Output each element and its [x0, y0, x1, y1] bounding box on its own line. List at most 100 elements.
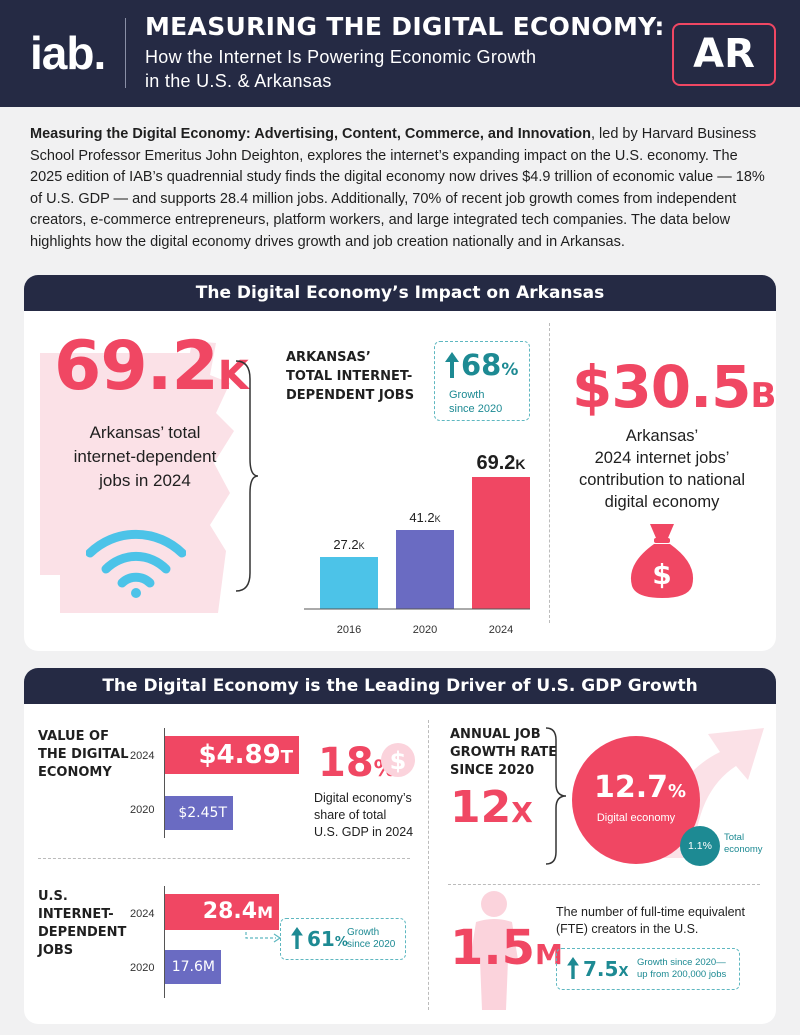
jobs-growth-label: Growth since 2020 [449, 388, 502, 416]
jobs-growth-value: 68% [461, 348, 518, 382]
contribution-desc-line-3: contribution to national [578, 471, 746, 489]
jobs-growth-suffix: % [501, 360, 519, 380]
jobs-axis-line [164, 886, 165, 998]
growth-label-line-2: since 2020 [449, 403, 503, 415]
up-arrow-icon [291, 927, 303, 949]
creators-suffix: M [535, 938, 563, 971]
jobs-2020-number: 17.6 [171, 959, 203, 975]
money-bag-icon: $ [630, 524, 694, 598]
total-label-line-2: economy [724, 844, 763, 855]
gdp-desc-line-2: share of total [314, 808, 387, 822]
creators-number: 1.5 [450, 920, 536, 976]
value-year-2024: 2024 [130, 750, 155, 762]
wifi-icon [86, 529, 186, 598]
intro-study-title: Measuring the Digital Economy: Advertisi… [30, 126, 591, 142]
jobs-2024-suffix: M [257, 903, 273, 922]
jobs-value-label-2020: 41.2K [409, 510, 440, 525]
creators-growth-value: 7.5X [583, 957, 628, 981]
value-label-line-2: THE DIGITAL [38, 747, 129, 762]
value-2024-number: $4.89 [198, 740, 281, 770]
arkansas-jobs-suffix: K [217, 353, 249, 399]
page-title: MEASURING THE DIGITAL ECONOMY: [145, 12, 665, 41]
jobs-label-line-1: U.S. [38, 889, 68, 904]
creators-desc-line-2: (FTE) creators in the U.S. [556, 922, 699, 936]
value-bar-2024: $4.89T [165, 736, 299, 774]
creators-growth-number: 7.5 [583, 957, 619, 981]
contribution-desc-line-4: digital economy [604, 493, 720, 511]
us-jobs-growth-number: 61 [307, 927, 335, 951]
section-title-arkansas: The Digital Economy’s Impact on Arkansas [24, 275, 776, 311]
curly-brace-icon [235, 360, 259, 592]
left-column-divider [38, 858, 410, 859]
jobs-year-2024: 2024 [130, 908, 155, 920]
growth-label-line-1: Growth [449, 389, 485, 401]
curly-brace-icon [545, 727, 567, 865]
creators-growth-suffix: X [618, 965, 629, 980]
annual-job-growth-label: ANNUAL JOB GROWTH RATE SINCE 2020 [450, 726, 557, 780]
header-banner: iab. MEASURING THE DIGITAL ECONOMY: How … [0, 0, 800, 107]
value-2024-suffix: T [280, 747, 293, 768]
contribution-number: $30.5 [572, 353, 751, 421]
total-economy-rate: 1.1% [680, 826, 720, 866]
creators-desc-line-1: The number of full-time equivalent [556, 905, 745, 919]
growth-multiple-value: 12X [450, 782, 533, 833]
jobs-value-label-2016: 27.2K [333, 537, 364, 552]
jobs-chart-title: ARKANSAS’ TOTAL INTERNET- DEPENDENT JOBS [286, 348, 414, 405]
value-bar-2020: $2.45T [165, 796, 233, 830]
contribution-suffix: B [750, 376, 776, 416]
us-jobs-growth-line-1: Growth [347, 927, 380, 938]
us-jobs-growth-callout: 61% Growth since 2020 [280, 918, 406, 960]
total-label-line-1: Total [724, 832, 745, 843]
arkansas-map-icon [40, 341, 234, 613]
jobs-bar-2024 [472, 477, 530, 609]
intro-paragraph: Measuring the Digital Economy: Advertisi… [30, 124, 772, 253]
section-title-gdp: The Digital Economy is the Leading Drive… [24, 668, 776, 704]
dashed-connector-arrow [245, 932, 282, 943]
jobs-bar-2020 [396, 530, 454, 609]
subtitle-line-2: in the U.S. & Arkansas [145, 71, 332, 91]
us-jobs-growth-line-2: since 2020 [347, 939, 396, 950]
person-icon [470, 891, 518, 1010]
jobs-label-line-3: DEPENDENT [38, 925, 127, 940]
gdp-desc-line-1: Digital economy’s [314, 791, 412, 805]
jobs-bar-chart: 27.2K 2016 41.2K 2020 69.2K 2024 [304, 452, 530, 636]
value-label-line-3: ECONOMY [38, 765, 112, 780]
arkansas-jobs-value: 69.2K [54, 327, 249, 406]
intro-body: , led by Harvard Business School Profess… [30, 126, 765, 250]
jobs-category-label-2016: 2016 [337, 624, 361, 636]
gdp-desc-line-3: U.S. GDP in 2024 [314, 825, 414, 839]
header-divider [125, 18, 126, 88]
right-column-divider [448, 884, 760, 885]
gdp-growth-card: The Digital Economy is the Leading Drive… [24, 668, 776, 1024]
up-arrow-icon [445, 352, 459, 378]
arkansas-jobs-description: Arkansas’ total internet-dependent jobs … [73, 423, 217, 490]
chart-title-line-3: DEPENDENT JOBS [286, 388, 415, 403]
value-of-digital-economy-label: VALUE OF THE DIGITAL ECONOMY [38, 728, 129, 782]
digital-economy-rate-label: Digital economy [596, 812, 676, 824]
svg-text:$: $ [390, 747, 407, 775]
value-2020-number: $2.45 [178, 805, 219, 821]
digital-economy-rate-circle [572, 736, 700, 864]
digital-economy-rate: 12.7% [594, 770, 686, 805]
section2-divider [428, 720, 429, 1010]
page-subtitle: How the Internet Is Powering Economic Gr… [145, 45, 615, 93]
section1-divider [549, 323, 550, 623]
jobs-category-label-2020: 2020 [413, 624, 437, 636]
jobs-value-label-2024: 69.2K [476, 452, 525, 474]
chart-title-line-1: ARKANSAS’ [286, 350, 371, 365]
contribution-value: $30.5B [572, 353, 776, 421]
jobs-growth-number: 68 [461, 348, 502, 382]
creators-description: The number of full-time equivalent (FTE)… [556, 904, 776, 938]
value-year-2020: 2020 [130, 804, 155, 816]
iab-logo[interactable]: iab. [30, 27, 106, 79]
creators-growth-line-1: Growth since 2020— [637, 957, 726, 968]
jobs-bar-2024: 28.4M [165, 894, 279, 930]
value-axis-line [164, 728, 165, 838]
state-badge: AR [672, 23, 776, 86]
creators-growth-callout: 7.5X Growth since 2020— up from 200,000 … [556, 948, 740, 990]
dollar-coin-icon: $ [381, 743, 415, 777]
chart-title-line-2: TOTAL INTERNET- [286, 369, 413, 384]
up-arrow-icon [567, 957, 579, 979]
gdp-share-description: Digital economy’s share of total U.S. GD… [314, 790, 424, 841]
contribution-description: Arkansas’ 2024 internet jobs’ contributi… [572, 425, 752, 513]
